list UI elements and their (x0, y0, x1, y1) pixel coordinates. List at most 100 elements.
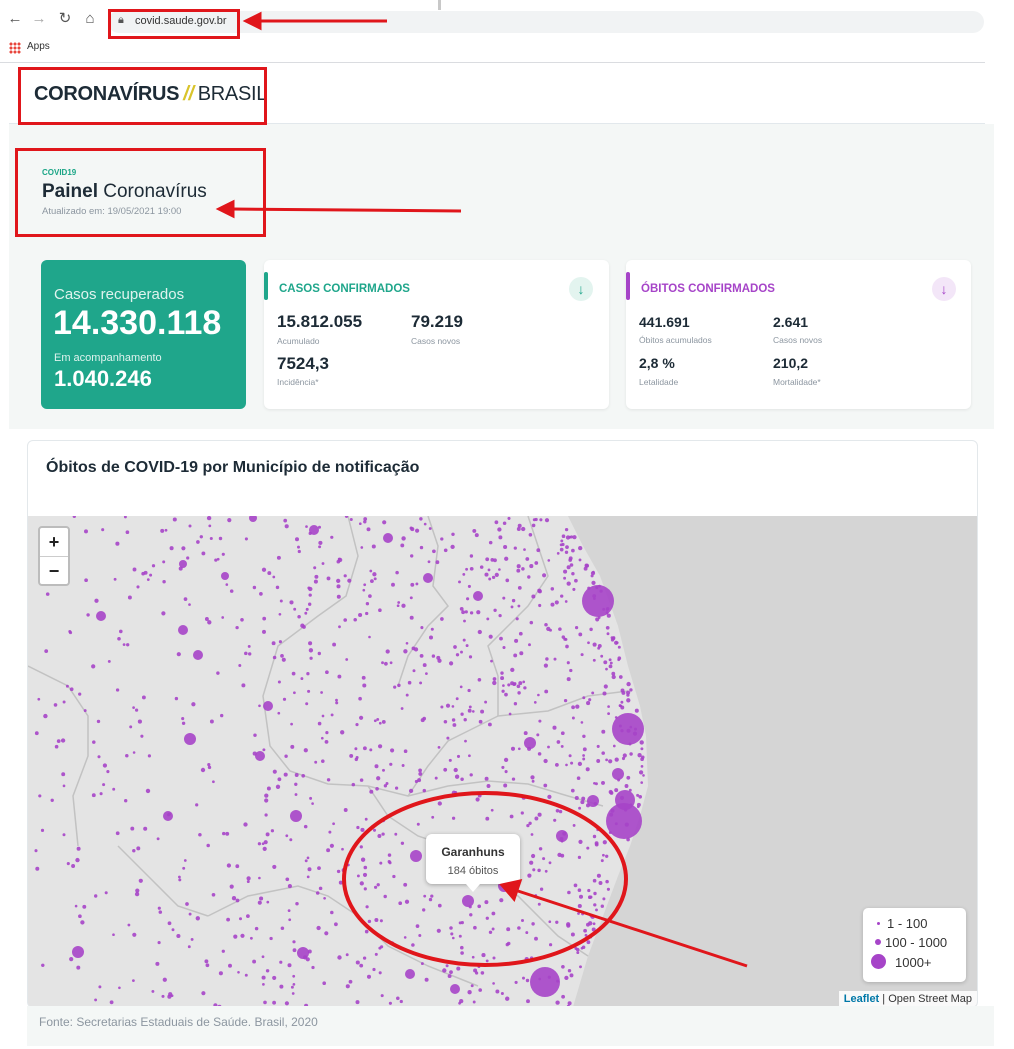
map-marker[interactable] (365, 602, 370, 606)
map-marker[interactable] (529, 620, 534, 625)
map-marker[interactable] (485, 916, 489, 920)
map-marker[interactable] (636, 805, 640, 809)
map-marker[interactable] (284, 754, 288, 758)
map-marker[interactable] (468, 754, 471, 758)
map-marker[interactable] (102, 783, 106, 787)
map-marker[interactable] (362, 956, 367, 960)
map-marker[interactable] (634, 708, 639, 713)
map-marker[interactable] (640, 781, 644, 784)
map-marker[interactable] (468, 655, 473, 659)
reload-icon[interactable]: ↻ (58, 10, 72, 27)
map-marker[interactable] (325, 730, 329, 735)
map-marker[interactable] (305, 702, 309, 706)
map-marker[interactable] (308, 586, 313, 592)
map-marker[interactable] (401, 603, 406, 608)
map-marker[interactable] (348, 979, 353, 984)
map-marker[interactable] (515, 617, 519, 621)
map-marker[interactable] (400, 707, 404, 710)
map-marker[interactable] (363, 865, 368, 870)
map-marker[interactable] (561, 534, 566, 538)
map-marker[interactable] (394, 786, 399, 790)
map-marker[interactable] (414, 779, 418, 784)
map-marker[interactable] (74, 904, 78, 908)
map-marker[interactable] (247, 644, 251, 648)
map-marker[interactable] (295, 537, 299, 542)
map-marker[interactable] (409, 615, 414, 620)
map-marker[interactable] (477, 793, 482, 798)
map-marker[interactable] (291, 671, 296, 676)
map-marker[interactable] (289, 838, 293, 842)
map-marker[interactable] (543, 663, 549, 668)
map-marker[interactable] (69, 956, 74, 962)
map-marker[interactable] (380, 994, 384, 998)
map-marker[interactable] (218, 971, 223, 976)
map-marker[interactable] (458, 1001, 461, 1005)
map-marker[interactable] (537, 902, 541, 906)
map-marker[interactable] (571, 548, 575, 553)
map-marker[interactable] (288, 918, 292, 922)
map-marker[interactable] (311, 965, 315, 970)
map-marker[interactable] (41, 963, 45, 968)
map-marker[interactable] (207, 763, 211, 767)
arrow-down-icon[interactable]: ↓ (932, 277, 956, 301)
map-marker[interactable] (440, 537, 444, 541)
map-marker[interactable] (267, 571, 272, 576)
map-marker[interactable] (136, 585, 140, 589)
map-marker[interactable] (281, 657, 286, 662)
map-marker[interactable] (235, 864, 240, 869)
map-marker[interactable] (611, 636, 616, 641)
map-marker[interactable] (586, 940, 591, 945)
map-marker[interactable] (542, 857, 546, 861)
map-marker[interactable] (244, 973, 248, 977)
map-marker[interactable] (259, 896, 264, 901)
map-marker[interactable] (355, 755, 359, 760)
map-marker[interactable] (221, 949, 225, 953)
map-marker[interactable] (269, 936, 273, 941)
map-marker[interactable] (388, 1001, 392, 1005)
city-marker[interactable] (297, 947, 309, 959)
map-marker[interactable] (363, 520, 367, 524)
map-marker[interactable] (611, 674, 616, 680)
map-marker[interactable] (521, 567, 525, 571)
map-marker[interactable] (520, 918, 525, 923)
map-marker[interactable] (578, 839, 583, 844)
map-marker[interactable] (443, 720, 448, 724)
map-marker[interactable] (514, 638, 519, 643)
map-marker[interactable] (565, 763, 568, 767)
map-marker[interactable] (225, 583, 229, 586)
map-marker[interactable] (564, 550, 569, 554)
map-marker[interactable] (107, 659, 111, 663)
map-marker[interactable] (216, 557, 220, 561)
map-marker[interactable] (517, 604, 521, 608)
map-marker[interactable] (488, 577, 492, 581)
map-marker[interactable] (570, 761, 574, 765)
map-marker[interactable] (531, 853, 536, 859)
apps-icon[interactable] (9, 42, 21, 54)
map-marker[interactable] (553, 657, 557, 661)
map-marker[interactable] (626, 775, 631, 780)
map-marker[interactable] (598, 881, 603, 885)
map-marker[interactable] (566, 923, 571, 928)
map-marker[interactable] (490, 659, 493, 663)
map-marker[interactable] (490, 558, 495, 562)
map-marker[interactable] (410, 554, 414, 558)
map-marker[interactable] (147, 754, 151, 758)
map-marker[interactable] (125, 753, 129, 758)
map-marker[interactable] (513, 682, 517, 686)
map-marker[interactable] (401, 536, 406, 541)
map-marker[interactable] (443, 548, 448, 553)
map-marker[interactable] (545, 657, 549, 661)
map-marker[interactable] (183, 859, 187, 862)
map-marker[interactable] (566, 581, 571, 586)
map-marker[interactable] (397, 601, 401, 604)
map-marker[interactable] (608, 664, 613, 669)
city-marker[interactable] (473, 591, 483, 601)
map-marker[interactable] (275, 585, 280, 590)
map-marker[interactable] (449, 970, 453, 974)
map-marker[interactable] (157, 941, 161, 945)
map-marker[interactable] (636, 793, 640, 797)
map-marker[interactable] (626, 681, 631, 687)
map-marker[interactable] (263, 840, 268, 845)
map-marker[interactable] (435, 560, 440, 565)
map-marker[interactable] (208, 524, 212, 528)
